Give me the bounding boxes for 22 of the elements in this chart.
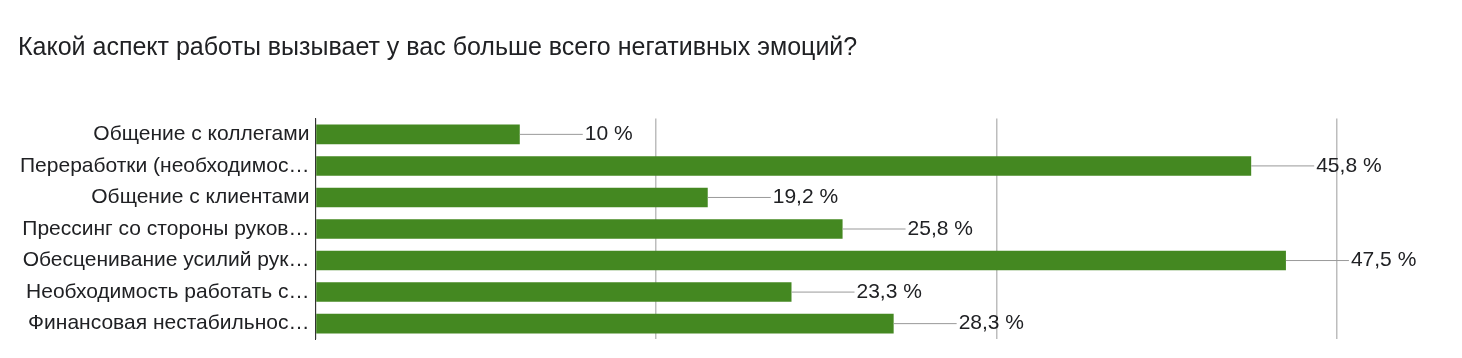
bar (316, 219, 843, 239)
bar (316, 250, 1286, 271)
y-tick-label: Финансовая нестабильнос… (28, 310, 310, 334)
bar (316, 124, 520, 145)
data-label: 45,8 % (1316, 152, 1382, 176)
data-label: 47,5 % (1350, 247, 1417, 271)
data-label: 25,8 % (907, 215, 973, 239)
data-label: 23,3 % (856, 278, 922, 302)
bar (316, 282, 792, 302)
y-tick-label: Необходимость работать с… (26, 278, 310, 302)
y-tick-label: Обесценивание усилий рук… (22, 247, 310, 271)
chart-title: Какой аспект работы вызывает у вас больше всего негативных эмоций? (18, 32, 858, 61)
y-tick-label: Общение с клиентами (91, 184, 310, 208)
data-label: 28,3 % (958, 310, 1025, 334)
data-label: 10 % (584, 121, 633, 145)
y-tick-label: Переработки (необходимос… (20, 152, 310, 176)
bar (316, 156, 1252, 176)
bar (316, 313, 894, 334)
y-tick-label: Прессинг со стороны руков… (22, 215, 310, 239)
y-tick-label: Общение с коллегами (93, 121, 310, 145)
data-label: 19,2 % (772, 184, 839, 208)
bar (316, 187, 708, 208)
